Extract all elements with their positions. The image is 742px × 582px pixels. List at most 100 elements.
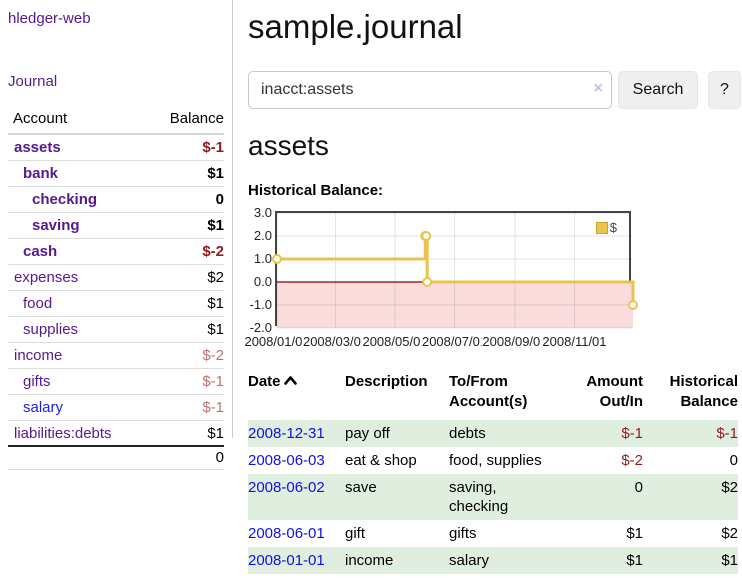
x-axis-tick-label: 2008/11/01 bbox=[541, 334, 608, 349]
legend-label: $ bbox=[609, 220, 617, 235]
sidebar-account-link-food[interactable]: food bbox=[23, 295, 53, 312]
transaction-accounts-cell: food, supplies bbox=[449, 452, 542, 469]
register-column-header: Description bbox=[345, 370, 449, 420]
legend-swatch-icon bbox=[595, 221, 608, 234]
sidebar-accounts: assets $-1 bank $1 checking 0 saving $1 cash $-2 e… bbox=[8, 135, 224, 447]
chart-plot-area[interactable]: $ bbox=[272, 211, 638, 329]
sidebar-account-row: gifts $-1 bbox=[8, 369, 224, 395]
transaction-accounts-cell: saving, checking bbox=[449, 479, 509, 515]
transaction-date-link[interactable]: 2008-01-01 bbox=[248, 552, 325, 569]
register-header-text: Description bbox=[345, 373, 428, 390]
register-column-header: Amount Out/In bbox=[561, 370, 643, 420]
search-input[interactable] bbox=[248, 71, 612, 109]
transaction-amount-cell: $1 bbox=[626, 525, 643, 542]
sidebar-account-link-liabilities-debts[interactable]: liabilities:debts bbox=[14, 424, 112, 442]
sidebar-account-row: supplies $1 bbox=[8, 317, 224, 343]
transaction-balance-cell: $2 bbox=[721, 525, 738, 542]
account-balance: $2 bbox=[207, 269, 224, 286]
transaction-description-cell: save bbox=[345, 479, 377, 496]
sidebar-account-row: liabilities:debts $1 bbox=[8, 421, 224, 447]
page-title: sample.journal bbox=[248, 8, 463, 45]
data-point-marker[interactable] bbox=[272, 254, 282, 264]
account-balance: $-1 bbox=[202, 373, 224, 390]
sidebar-account-row: assets $-1 bbox=[8, 135, 224, 161]
account-balance: $1 bbox=[207, 321, 224, 338]
historical-balance-chart: $ 3.0 2.0 1.0 0.0 -1.0 -2.0 2008/01/01 2008/03/… bbox=[243, 205, 742, 351]
register-header-text: Amount bbox=[586, 373, 643, 390]
account-balance: $1 bbox=[207, 217, 224, 234]
sidebar-account-link-salary[interactable]: salary bbox=[23, 399, 64, 416]
transaction-row: 2008-06-01 gift gifts $1 $2 bbox=[248, 520, 738, 547]
transaction-description-cell: gift bbox=[345, 525, 366, 542]
account-heading: assets bbox=[248, 130, 329, 161]
sidebar-account-link-supplies[interactable]: supplies bbox=[23, 321, 79, 338]
search-button[interactable]: Search bbox=[618, 71, 698, 109]
register-header-text: Out/In bbox=[599, 393, 643, 410]
help-button[interactable]: ? bbox=[708, 71, 741, 109]
search-row: × Search ? bbox=[248, 71, 742, 109]
transaction-balance-cell: $2 bbox=[721, 479, 738, 496]
register-table: Date Description To/From Account(s) Amount Ou… bbox=[248, 370, 738, 574]
transaction-date-cell: 2008-12-31 bbox=[248, 420, 345, 447]
register-column-header[interactable]: Date bbox=[248, 370, 345, 420]
transaction-accounts-cell: gifts bbox=[449, 525, 477, 542]
account-balance: $-1 bbox=[202, 139, 224, 156]
app-title-link[interactable]: hledger-web bbox=[8, 10, 91, 27]
sidebar-account-row: saving $1 bbox=[8, 213, 224, 239]
transaction-date-link[interactable]: 2008-06-01 bbox=[248, 525, 325, 542]
main-content: sample.journal × Search ? assets Histori… bbox=[234, 0, 742, 574]
sidebar-account-link-assets[interactable]: assets bbox=[14, 139, 61, 156]
sidebar-account-link-saving[interactable]: saving bbox=[32, 217, 80, 234]
sidebar-account-link-checking[interactable]: checking bbox=[32, 191, 98, 208]
transaction-amount-cell: 0 bbox=[634, 479, 643, 496]
transaction-description-cell: income bbox=[345, 552, 394, 569]
register-header-text: Balance bbox=[680, 393, 738, 410]
clear-search-icon[interactable]: × bbox=[593, 80, 603, 97]
sidebar-account-link-gifts[interactable]: gifts bbox=[23, 373, 51, 390]
x-axis-tick-label: 2008/03/01 bbox=[301, 334, 370, 349]
sidebar-account-link-cash[interactable]: cash bbox=[23, 243, 58, 260]
register-header-text: Account(s) bbox=[449, 393, 528, 410]
register-body: 2008-12-31 pay off debts $-1 $-1 2008-06-03 ea… bbox=[248, 420, 738, 574]
transaction-date-cell: 2008-01-01 bbox=[248, 547, 345, 574]
sidebar-account-link-income[interactable]: income bbox=[14, 347, 63, 364]
search-input-wrap: × bbox=[248, 71, 612, 109]
account-balance: $-2 bbox=[202, 243, 224, 260]
transaction-description-cell: pay off bbox=[345, 425, 390, 442]
transaction-amount-cell: $1 bbox=[626, 552, 643, 569]
sidebar-account-row: bank $1 bbox=[8, 161, 224, 187]
register-column-header: To/From Account(s) bbox=[449, 370, 561, 420]
chart-title: Historical Balance: bbox=[248, 182, 384, 199]
account-balance: $1 bbox=[207, 295, 224, 312]
transaction-accounts-cell: salary bbox=[449, 552, 490, 569]
sidebar-account-link-expenses[interactable]: expenses bbox=[14, 269, 79, 286]
sidebar-item-journal[interactable]: Journal bbox=[8, 73, 58, 90]
data-point-marker[interactable] bbox=[628, 300, 638, 310]
transaction-description-cell: eat & shop bbox=[345, 452, 417, 469]
x-axis-tick-label: 2008/07/01 bbox=[420, 334, 489, 349]
register-header-text: Date bbox=[248, 373, 281, 390]
account-balance: 0 bbox=[215, 191, 224, 208]
transaction-row: 2008-12-31 pay off debts $-1 $-1 bbox=[248, 420, 738, 447]
register-header-text: Historical bbox=[669, 373, 738, 390]
y-axis-tick-label: -1.0 bbox=[249, 297, 272, 312]
account-balance: $1 bbox=[207, 424, 224, 442]
transaction-date-link[interactable]: 2008-06-02 bbox=[248, 479, 325, 496]
register-column-header: Historical Balance bbox=[643, 370, 738, 420]
balance-column-header: Balance bbox=[169, 110, 224, 127]
data-point-marker[interactable] bbox=[422, 277, 433, 287]
account-balance: $-2 bbox=[202, 347, 224, 364]
sidebar-account-link-bank[interactable]: bank bbox=[23, 165, 59, 182]
accounts-table: Account Balance assets $-1 bank $1 checking 0… bbox=[8, 108, 224, 470]
account-balance: $1 bbox=[207, 165, 224, 182]
transaction-balance-cell: $-1 bbox=[716, 425, 738, 442]
data-point-marker[interactable] bbox=[421, 231, 432, 241]
transaction-amount-cell: $-2 bbox=[621, 452, 643, 469]
account-balance: $-1 bbox=[202, 399, 224, 416]
transaction-date-link[interactable]: 2008-06-03 bbox=[248, 452, 325, 469]
x-axis-tick-label: 2008/05/01 bbox=[361, 334, 429, 349]
transaction-date-cell: 2008-06-02 bbox=[248, 474, 345, 520]
sort-ascending-icon[interactable] bbox=[283, 372, 297, 392]
transaction-date-link[interactable]: 2008-12-31 bbox=[248, 425, 325, 442]
sidebar: hledger-web Journal Account Balance asse… bbox=[0, 0, 233, 470]
